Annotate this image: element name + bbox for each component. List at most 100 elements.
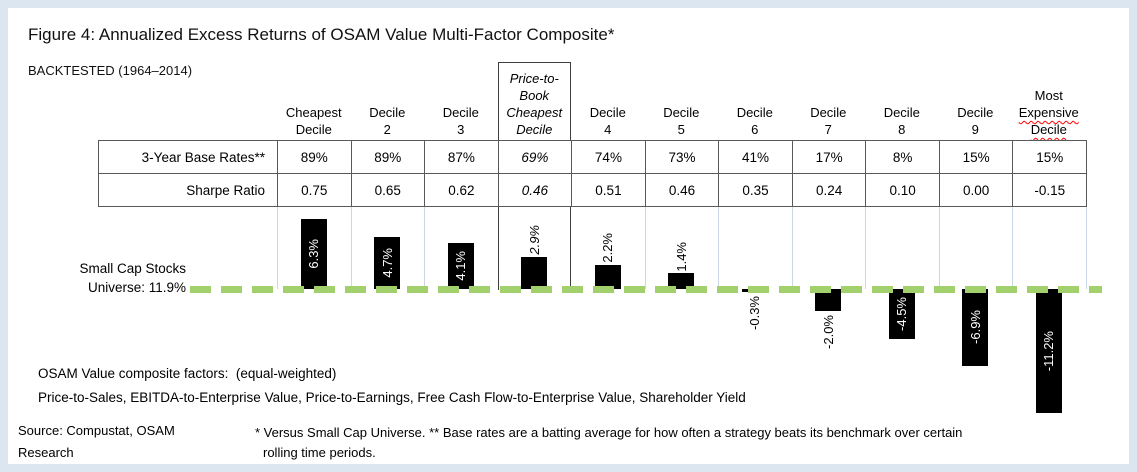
bar-decile-3 [447, 243, 474, 289]
stats-value-cell: 0.46 [497, 173, 572, 206]
column-header-line: Cheapest [506, 105, 563, 120]
backtested-period-label: BACKTESTED (1964–2014) [28, 63, 193, 78]
column-header-line: 5 [677, 122, 685, 137]
source-line1: Source: Compustat, OSAM [18, 423, 175, 438]
bar-value-label: 2.2% [600, 232, 616, 263]
column-gridline [644, 206, 646, 289]
column-header: Decile 2 [351, 62, 425, 138]
bar-value-label: 1.4% [673, 241, 689, 272]
column-header-line: Decile [957, 105, 994, 120]
column-header-line: Decile [369, 105, 406, 120]
column-header: Decile 6 [718, 62, 792, 138]
column-header-line: Decile [1012, 121, 1086, 138]
column-header: Price-to- Book Cheapest Decile [498, 62, 572, 138]
bar-value-label: -11.2% [1041, 331, 1057, 372]
column-header-line: 9 [971, 122, 979, 137]
footnote-line1: * Versus Small Cap Universe. ** Base rat… [255, 425, 963, 440]
footnote-line2: rolling time periods. [263, 445, 376, 460]
column-header-line: Price-to- [509, 71, 559, 86]
stats-value-cell: 0.75 [277, 173, 351, 206]
bar-decile-7 [815, 289, 842, 312]
stats-value-cell: 0.24 [791, 173, 866, 206]
column-gridline [424, 206, 425, 289]
bar-decile-4 [594, 264, 621, 289]
small-cap-universe-label: Small Cap Stocks Universe: 11.9% [30, 259, 186, 297]
stats-table: 3-Year Base Rates** 89% 89% 87% 69% 74% 73% 41%… [98, 140, 1087, 207]
column-gridline [350, 206, 352, 289]
footnote: * Versus Small Cap Universe. ** Base rat… [255, 423, 1100, 463]
column-header-line: 7 [824, 122, 832, 137]
stats-value-cell: 73% [644, 140, 719, 173]
stats-value-cell: 8% [865, 140, 939, 173]
bar-decile-9 [962, 289, 989, 366]
column-header: Decile 4 [571, 62, 645, 138]
bar-value-label: 4.1% [453, 251, 469, 282]
stats-value-cell: 15% [938, 140, 1013, 173]
stats-row-label: 3-Year Base Rates** [98, 140, 277, 173]
column-header: Decile 9 [939, 62, 1013, 138]
bar-value-label: 4.7% [379, 248, 395, 278]
column-header-line: Decile [442, 105, 479, 120]
figure-title: Figure 4: Annualized Excess Returns of O… [28, 25, 615, 44]
column-gridline [938, 206, 940, 289]
column-header-line: Decile [516, 122, 553, 137]
bar-decile-5 [668, 273, 695, 289]
column-header-line: Decile [663, 105, 700, 120]
source-line2: Research [18, 445, 74, 460]
stats-value-cell: 89% [350, 140, 425, 173]
bar-value-label: -6.9% [967, 310, 983, 345]
bar-value-label: 6.3% [306, 239, 322, 269]
column-header-line: 4 [604, 122, 612, 137]
column-gridline [277, 206, 278, 289]
small-cap-universe-line2: Universe: 11.9% [87, 280, 186, 295]
stats-value-cell: 0.00 [938, 173, 1013, 206]
column-header-line: 6 [751, 122, 759, 137]
stats-value-cell: 0.10 [865, 173, 939, 206]
column-gridline [791, 206, 793, 289]
column-header-line: 2 [383, 122, 391, 137]
column-gridline [865, 206, 866, 289]
column-header-line: Book [519, 88, 550, 103]
column-header-line: Expensive [1012, 104, 1086, 121]
column-header: Decile 3 [424, 62, 498, 138]
column-header-line: Decile [589, 105, 626, 120]
column-header: Most Expensive Decile [1012, 62, 1086, 138]
composite-factors-heading: OSAM Value composite factors: (equal-wei… [38, 366, 337, 381]
bar-value-label: -0.3% [747, 296, 763, 331]
column-header-line: 3 [457, 122, 465, 137]
zero-baseline-dashed-line [190, 285, 1102, 293]
bar-most-expensive-decile [1035, 289, 1062, 414]
bar-price-to-book-cheapest-decile [521, 256, 548, 289]
stats-value-cell: 0.62 [424, 173, 498, 206]
column-header-line: Decile [883, 105, 920, 120]
column-header: Decile 8 [865, 62, 939, 138]
column-header: Decile 7 [792, 62, 866, 138]
stats-value-cell: 87% [424, 140, 498, 173]
column-header-line: Decile [810, 105, 847, 120]
column-gridline [1012, 206, 1013, 289]
stats-value-cell: 0.35 [718, 173, 792, 206]
stats-row-label: Sharpe Ratio [98, 173, 277, 206]
bar-decile-2 [374, 236, 401, 289]
column-gridline [1085, 206, 1087, 289]
column-gridline [718, 206, 719, 289]
bar-value-label: -4.5% [894, 296, 910, 331]
column-header-line: Most [1034, 88, 1063, 103]
misspelled-word: Decile [1030, 122, 1067, 137]
stats-value-cell: 41% [718, 140, 792, 173]
bar-value-label: 2.9% [526, 225, 542, 255]
column-header: Decile 5 [645, 62, 719, 138]
stats-value-cell: -0.15 [1012, 173, 1086, 206]
column-header-line: Cheapest [285, 105, 342, 120]
column-header-line: Decile [295, 122, 332, 137]
stats-value-cell: 74% [571, 140, 645, 173]
small-cap-universe-line1: Small Cap Stocks [79, 261, 186, 276]
bar-cheapest-decile [300, 219, 327, 289]
bar-value-label: -2.0% [820, 315, 836, 350]
stats-value-cell: 17% [791, 140, 866, 173]
source-attribution: Source: Compustat, OSAM Research [18, 420, 228, 464]
stats-value-cell: 69% [497, 140, 572, 173]
stats-value-cell: 0.65 [350, 173, 425, 206]
column-header-line: 8 [898, 122, 906, 137]
